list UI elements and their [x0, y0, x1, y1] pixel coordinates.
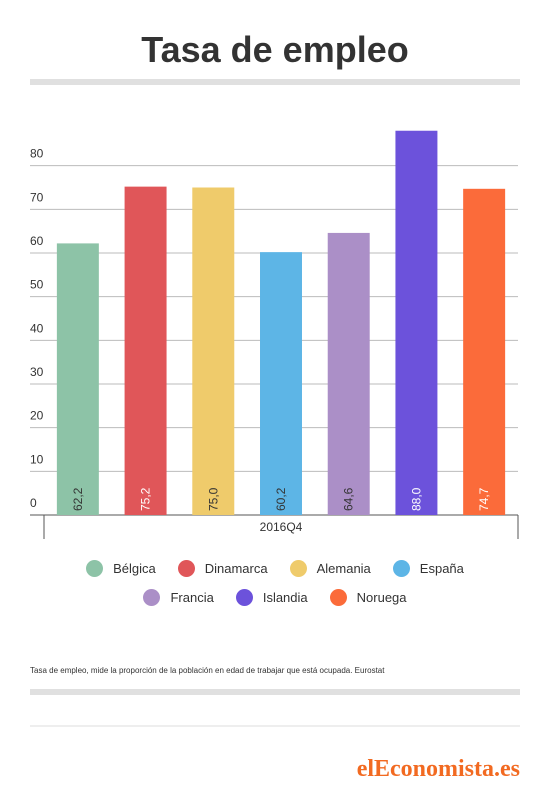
legend-swatch	[235, 589, 253, 606]
y-tick-label: 0	[30, 496, 37, 510]
bar	[260, 252, 302, 516]
legend-item: Noruega	[329, 589, 407, 606]
note: Tasa de empleo, mide la proporción de la…	[30, 666, 385, 675]
legend-item: Dinamarca	[177, 560, 268, 577]
legend-label: Alemania	[316, 561, 371, 576]
value-label: 88,0	[409, 487, 423, 511]
divider	[30, 79, 520, 85]
legend-swatch	[289, 560, 307, 577]
y-tick-label: 20	[30, 409, 44, 423]
value-label: 62,2	[71, 487, 85, 511]
y-tick-label: 10	[30, 452, 44, 466]
bar	[192, 187, 235, 515]
legend-label: Noruega	[356, 590, 407, 605]
legend-swatch	[86, 560, 104, 577]
divider	[30, 689, 520, 695]
y-tick-label: 70	[30, 190, 44, 204]
legend-label: Islandia	[262, 590, 308, 605]
legend-item: Alemania	[289, 560, 371, 577]
y-tick-label: 30	[30, 365, 44, 379]
legend-label: Bélgica	[113, 561, 156, 576]
y-tick-label: 40	[30, 321, 44, 335]
x-tick-label: 2016Q4	[260, 520, 303, 534]
logo: elEconomista.es	[357, 756, 520, 782]
legend-label: Dinamarca	[204, 561, 268, 576]
value-label: 75,2	[139, 487, 153, 511]
chart-title: Tasa de empleo	[141, 29, 408, 70]
y-tick-label: 80	[30, 147, 44, 161]
bar	[327, 232, 370, 515]
y-tick-label: 50	[30, 278, 44, 292]
legend: Bélgica Dinamarca Alemania España Francia Isl…	[40, 560, 510, 606]
legend-item: Islandia	[235, 589, 308, 606]
legend-item: Francia	[143, 589, 214, 606]
bar	[56, 243, 99, 516]
bar	[463, 188, 506, 515]
legend-swatch	[177, 560, 195, 577]
legend-swatch	[392, 560, 410, 577]
legend-label: España	[419, 561, 464, 576]
legend-swatch	[143, 589, 161, 606]
value-label: 75,0	[206, 487, 220, 511]
y-tick-label: 60	[30, 234, 44, 248]
legend-label: Francia	[170, 590, 214, 605]
value-label: 64,6	[342, 487, 356, 511]
bar	[395, 130, 438, 515]
legend-swatch	[329, 589, 347, 606]
value-label: 74,7	[477, 487, 491, 511]
legend-item: España	[392, 560, 464, 577]
value-label: 60,2	[274, 487, 288, 511]
bar	[124, 186, 167, 516]
legend-item: Bélgica	[86, 560, 156, 577]
